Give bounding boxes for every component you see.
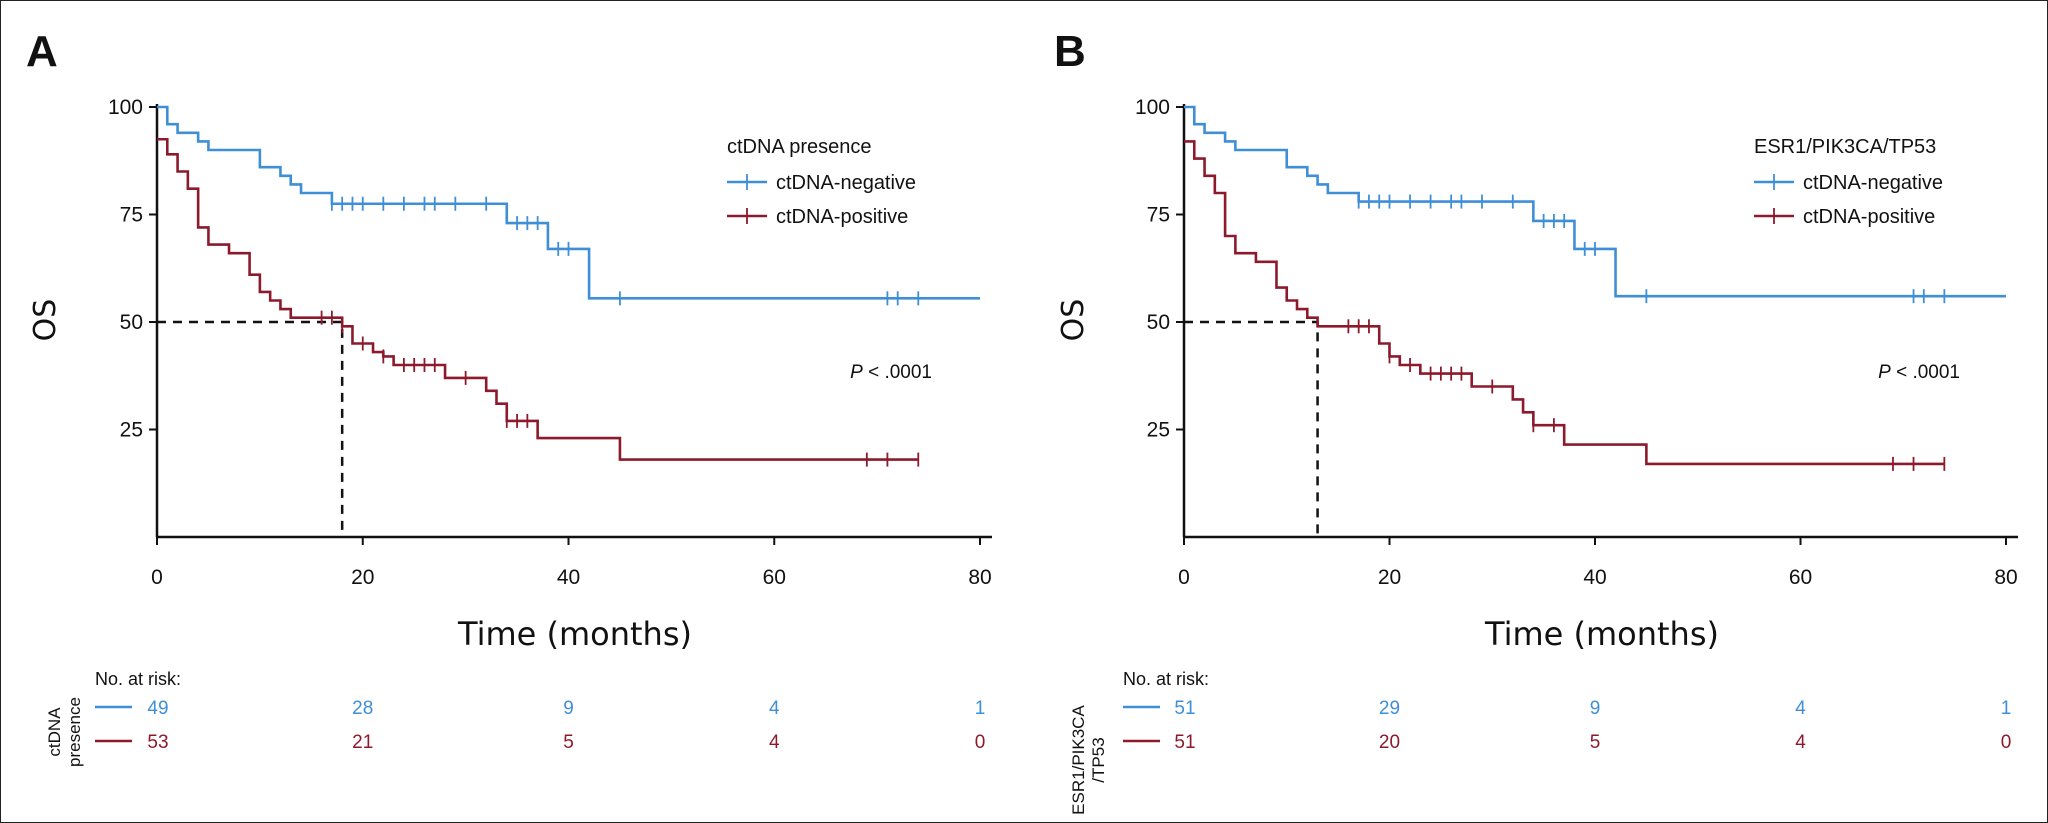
risk-value: 1 bbox=[975, 698, 986, 719]
legend-title: ctDNA presence bbox=[727, 136, 872, 158]
y-tick-label: 75 bbox=[120, 204, 143, 227]
x-axis-label: Time (months) bbox=[457, 615, 692, 653]
risk-value: 49 bbox=[147, 698, 168, 719]
risk-side-line: presence bbox=[65, 697, 84, 767]
risk-table-title: No. at risk: bbox=[1123, 669, 1209, 689]
risk-value: 51 bbox=[1174, 698, 1195, 719]
x-tick-label: 0 bbox=[151, 566, 163, 589]
risk-value: 21 bbox=[352, 732, 373, 753]
x-tick-label: 80 bbox=[1994, 566, 2017, 589]
x-tick-label: 40 bbox=[1583, 566, 1606, 589]
risk-value: 0 bbox=[975, 732, 986, 753]
y-tick-label: 100 bbox=[1135, 96, 1170, 119]
p-value: P < .0001 bbox=[1878, 362, 1960, 383]
x-tick-label: 80 bbox=[968, 566, 991, 589]
y-axis-label: OS bbox=[1056, 299, 1091, 342]
risk-value: 20 bbox=[1379, 732, 1400, 753]
risk-value: 51 bbox=[1174, 732, 1195, 753]
x-tick-label: 40 bbox=[557, 566, 580, 589]
risk-value: 5 bbox=[1590, 732, 1601, 753]
p-value: P < .0001 bbox=[850, 362, 932, 383]
risk-value: 29 bbox=[1379, 698, 1400, 719]
risk-value: 9 bbox=[563, 698, 574, 719]
risk-side-line: ctDNA bbox=[45, 707, 64, 757]
risk-value: 5 bbox=[563, 732, 574, 753]
legend-title: ESR1/PIK3CA/TP53 bbox=[1754, 136, 1936, 158]
y-tick-label: 50 bbox=[1147, 311, 1170, 334]
median-line bbox=[157, 320, 344, 537]
risk-value: 4 bbox=[769, 732, 780, 753]
legend-entry: ctDNA-negative bbox=[776, 172, 916, 194]
legend-entry: ctDNA-positive bbox=[776, 206, 908, 228]
risk-value: 0 bbox=[2001, 732, 2012, 753]
x-tick-label: 60 bbox=[763, 566, 786, 589]
risk-value: 4 bbox=[769, 698, 780, 719]
risk-table-side-label: ctDNApresence bbox=[45, 697, 84, 767]
risk-table-side-label: ESR1/PIK3CA/TP53 bbox=[1069, 705, 1108, 815]
y-tick-label: 75 bbox=[1147, 204, 1170, 227]
x-axis-label: Time (months) bbox=[1484, 615, 1719, 653]
risk-table-title: No. at risk: bbox=[95, 669, 181, 689]
km-curve-positive bbox=[157, 137, 919, 461]
p-value-rest: < .0001 bbox=[863, 362, 932, 383]
panel-letter: B bbox=[1054, 27, 1086, 76]
x-tick-label: 60 bbox=[1789, 566, 1812, 589]
p-value-letter: P bbox=[1878, 362, 1891, 383]
x-tick-label: 20 bbox=[351, 566, 374, 589]
y-axis-label: OS bbox=[28, 299, 63, 342]
legend-entry: ctDNA-positive bbox=[1803, 206, 1935, 228]
p-value-rest: < .0001 bbox=[1891, 362, 1960, 383]
p-value-letter: P bbox=[850, 362, 863, 383]
km-curve-negative bbox=[1184, 105, 2006, 298]
risk-value: 28 bbox=[352, 698, 373, 719]
risk-side-line: ESR1/PIK3CA bbox=[1069, 705, 1088, 815]
y-tick-label: 25 bbox=[1147, 419, 1170, 442]
risk-value: 4 bbox=[1795, 698, 1806, 719]
y-tick-label: 100 bbox=[108, 96, 143, 119]
risk-value: 9 bbox=[1590, 698, 1601, 719]
panel-letter: A bbox=[26, 27, 58, 76]
median-line bbox=[1184, 320, 1319, 537]
y-tick-label: 50 bbox=[120, 311, 143, 334]
risk-value: 4 bbox=[1795, 732, 1806, 753]
risk-value: 53 bbox=[147, 732, 168, 753]
x-tick-label: 20 bbox=[1378, 566, 1401, 589]
x-tick-label: 0 bbox=[1178, 566, 1190, 589]
legend-entry: ctDNA-negative bbox=[1803, 172, 1943, 194]
y-tick-label: 25 bbox=[120, 419, 143, 442]
km-curve-negative bbox=[157, 105, 980, 300]
risk-side-line: /TP53 bbox=[1089, 737, 1108, 782]
risk-value: 1 bbox=[2001, 698, 2012, 719]
